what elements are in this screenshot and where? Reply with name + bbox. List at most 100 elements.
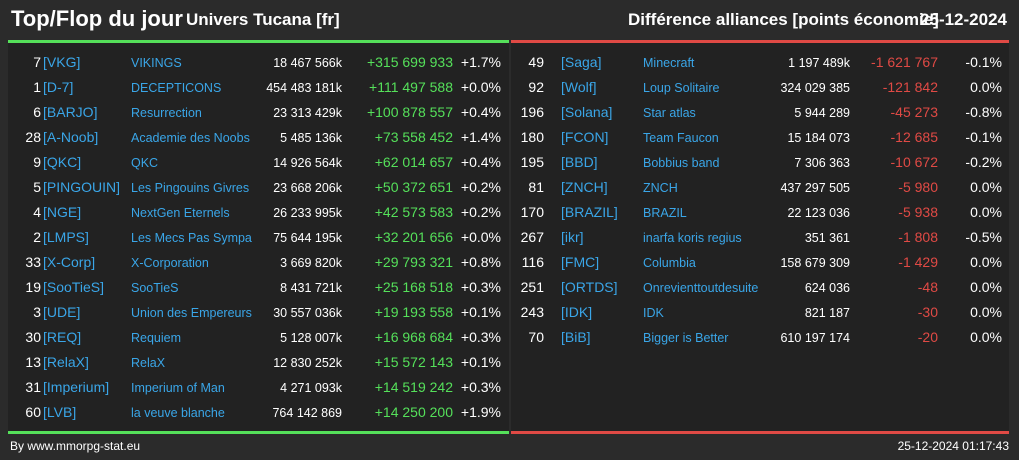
top-alliance-tag-link[interactable]: [A-Noob] [43, 129, 99, 145]
top-alliance-name-link[interactable]: Academie des Noobs [131, 131, 250, 145]
top-alliance-name-link[interactable]: Les Pingouins Givres [131, 181, 250, 195]
flop-alliance-diff: -45 273 [890, 104, 938, 120]
top-alliance-points: 26 233 995k [273, 206, 342, 220]
flop-list: 49 [Saga] Minecraft 1 197 489k -1 621 767 -0.… [511, 50, 1009, 350]
top-alliance-pct: +1.9% [460, 404, 501, 420]
top-alliance-row: 1 [D-7] DECEPTICONS 454 483 181k +111 497 58… [8, 75, 509, 100]
flop-alliance-diff: -12 685 [890, 129, 938, 145]
top-alliance-name-link[interactable]: DECEPTICONS [131, 81, 222, 95]
top-alliance-name-link[interactable]: Resurrection [131, 106, 202, 120]
top-alliance-rank: 31 [25, 379, 41, 395]
flop-alliance-tag-link[interactable]: [ikr] [561, 229, 584, 245]
flop-alliance-diff: -5 938 [898, 204, 938, 220]
flop-alliance-name-link[interactable]: Onrevienttoutdesuite [643, 281, 759, 295]
top-alliance-rank: 6 [33, 104, 41, 120]
flop-alliance-name-link[interactable]: Bobbius band [643, 156, 720, 170]
top-panel: 7 [VKG] VIKINGS 18 467 566k +315 699 933 +1.7… [8, 40, 509, 434]
flop-alliance-row: 251 [ORTDS] Onrevienttoutdesuite 624 036 -48… [511, 275, 1009, 300]
top-alliance-tag-link[interactable]: [D-7] [43, 79, 74, 95]
top-alliance-tag-link[interactable]: [UDE] [43, 304, 81, 320]
top-alliance-tag-link[interactable]: [RelaX] [43, 354, 89, 370]
flop-alliance-name-link[interactable]: Team Faucon [643, 131, 719, 145]
top-alliance-name-link[interactable]: la veuve blanche [131, 406, 225, 420]
top-alliance-name-link[interactable]: Imperium of Man [131, 381, 225, 395]
top-alliance-tag-link[interactable]: [X-Corp] [43, 254, 96, 270]
top-alliance-tag-link[interactable]: [PINGOUIN] [43, 179, 121, 195]
flop-alliance-row: 170 [BRAZIL] BRAZIL 22 123 036 -5 938 0.0% [511, 200, 1009, 225]
top-alliance-diff: +62 014 657 [374, 154, 453, 170]
top-alliance-pct: +0.2% [460, 204, 501, 220]
top-alliance-pct: +0.0% [460, 79, 501, 95]
top-alliance-tag-link[interactable]: [LVB] [43, 404, 77, 420]
flop-alliance-row: 195 [BBD] Bobbius band 7 306 363 -10 672 -0.2… [511, 150, 1009, 175]
flop-alliance-row: 267 [ikr] inarfa koris regius 351 361 -1 808… [511, 225, 1009, 250]
flop-alliance-tag-link[interactable]: [Wolf] [561, 79, 597, 95]
flop-alliance-name-link[interactable]: ZNCH [643, 181, 678, 195]
flop-alliance-row: 196 [Solana] Star atlas 5 944 289 -45 273 -0.… [511, 100, 1009, 125]
flop-alliance-name-link[interactable]: BRAZIL [643, 206, 687, 220]
flop-alliance-tag-link[interactable]: [IDK] [561, 304, 593, 320]
top-alliance-tag-link[interactable]: [QKC] [43, 154, 82, 170]
flop-alliance-rank: 267 [520, 229, 544, 245]
flop-alliance-name-link[interactable]: inarfa koris regius [643, 231, 742, 245]
flop-alliance-pct: 0.0% [970, 204, 1002, 220]
top-alliance-points: 454 483 181k [266, 81, 342, 95]
top-alliance-tag-link[interactable]: [BARJO] [43, 104, 98, 120]
flop-alliance-tag-link[interactable]: [Solana] [561, 104, 613, 120]
flop-alliance-tag-link[interactable]: [FMC] [561, 254, 600, 270]
flop-alliance-tag-link[interactable]: [BBD] [561, 154, 598, 170]
top-alliance-name-link[interactable]: NextGen Eternels [131, 206, 230, 220]
top-alliance-name-link[interactable]: RelaX [131, 356, 166, 370]
flop-alliance-pct: 0.0% [970, 79, 1002, 95]
top-alliance-tag-link[interactable]: [NGE] [43, 204, 82, 220]
flop-alliance-tag-link[interactable]: [BRAZIL] [561, 204, 618, 220]
flop-alliance-tag-link[interactable]: [FCON] [561, 129, 609, 145]
flop-alliance-name-link[interactable]: Bigger is Better [643, 331, 729, 345]
universe-label: Univers Tucana [fr] [186, 10, 340, 29]
top-alliance-name-link[interactable]: Requiem [131, 331, 182, 345]
flop-alliance-name-link[interactable]: Loup Solitaire [643, 81, 720, 95]
flop-alliance-pct: 0.0% [970, 279, 1002, 295]
top-alliance-name-link[interactable]: Les Mecs Pas Sympa [131, 231, 252, 245]
flop-alliance-pct: -0.8% [965, 104, 1002, 120]
top-alliance-tag-link[interactable]: [VKG] [43, 54, 81, 70]
top-alliance-rank: 28 [25, 129, 41, 145]
flop-alliance-name-link[interactable]: Star atlas [643, 106, 696, 120]
top-alliance-name-link[interactable]: SooTieS [131, 281, 179, 295]
top-alliance-row: 28 [A-Noob] Academie des Noobs 5 485 136k +7… [8, 125, 509, 150]
top-alliance-points: 75 644 195k [273, 231, 342, 245]
top-alliance-diff: +42 573 583 [374, 204, 453, 220]
top-alliance-row: 60 [LVB] la veuve blanche 764 142 869 +14 25… [8, 400, 509, 425]
top-alliance-tag-link[interactable]: [SooTieS] [43, 279, 104, 295]
flop-panel: 49 [Saga] Minecraft 1 197 489k -1 621 767 -0.… [511, 40, 1009, 434]
top-alliance-name-link[interactable]: Union des Empereurs [131, 306, 252, 320]
top-alliance-pct: +0.2% [460, 179, 501, 195]
flop-alliance-points: 624 036 [804, 281, 850, 295]
ranking-subtitle: Différence alliances [points économie] [628, 10, 939, 29]
top-alliance-rank: 5 [33, 179, 41, 195]
top-alliance-row: 13 [RelaX] RelaX 12 830 252k +15 572 143 +0.1… [8, 350, 509, 375]
flop-alliance-pct: -0.2% [965, 154, 1002, 170]
top-alliance-rank: 13 [25, 354, 41, 370]
flop-alliance-name-link[interactable]: Columbia [643, 256, 696, 270]
flop-alliance-name-link[interactable]: IDK [643, 306, 664, 320]
flop-alliance-row: 92 [Wolf] Loup Solitaire 324 029 385 -121 84… [511, 75, 1009, 100]
footer-credit: By www.mmorpg-stat.eu [10, 439, 141, 453]
top-alliance-name-link[interactable]: X-Corporation [131, 256, 209, 270]
flop-alliance-tag-link[interactable]: [ZNCH] [561, 179, 608, 195]
flop-alliance-tag-link[interactable]: [ORTDS] [561, 279, 618, 295]
flop-alliance-pct: 0.0% [970, 179, 1002, 195]
flop-alliance-tag-link[interactable]: [BiB] [561, 329, 591, 345]
top-alliance-row: 3 [UDE] Union des Empereurs 30 557 036k +19 … [8, 300, 509, 325]
flop-alliance-diff: -10 672 [890, 154, 938, 170]
flop-alliance-tag-link[interactable]: [Saga] [561, 54, 602, 70]
top-alliance-name-link[interactable]: VIKINGS [131, 56, 182, 70]
top-alliance-tag-link[interactable]: [LMPS] [43, 229, 89, 245]
flop-alliance-name-link[interactable]: Minecraft [643, 56, 695, 70]
flop-alliance-points: 351 361 [804, 231, 850, 245]
top-alliance-tag-link[interactable]: [REQ] [43, 329, 82, 345]
flop-alliance-pct: 0.0% [970, 304, 1002, 320]
top-alliance-name-link[interactable]: QKC [131, 156, 159, 170]
page-title: Top/Flop du jour [11, 6, 183, 31]
top-alliance-tag-link[interactable]: [Imperium] [43, 379, 110, 395]
